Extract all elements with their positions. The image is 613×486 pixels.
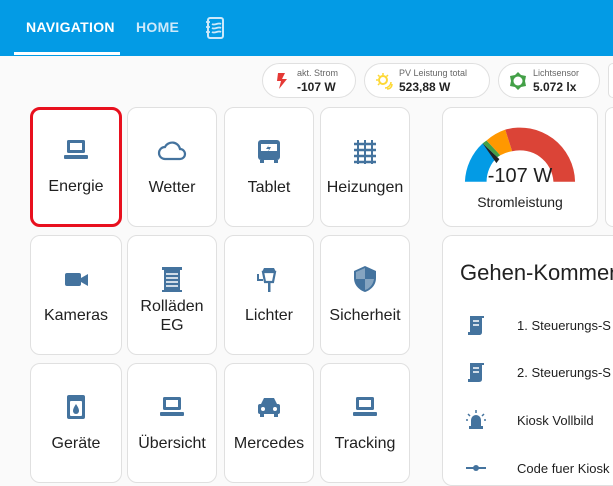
entity-row[interactable]: 1. Steuerungs-S — [465, 314, 613, 338]
nav-button-label: Energie — [48, 178, 104, 195]
chip-pv-leistung[interactable]: PV Leistung total 523,88 W — [364, 63, 490, 98]
nav-button-label: Tablet — [247, 179, 291, 196]
next-card[interactable] — [605, 107, 613, 227]
gauge-card[interactable]: -107 W Stromleistung — [442, 107, 598, 227]
chip-lichtsensor[interactable]: Lichtsensor 5.072 lx — [498, 63, 600, 98]
tab-home[interactable]: HOME — [136, 19, 180, 35]
brightness-icon — [510, 72, 526, 90]
entity-label: Code fuer Kiosk — [517, 461, 610, 476]
tablet-bus-icon — [258, 140, 280, 163]
entity-row[interactable]: 2. Steuerungs-S — [465, 361, 613, 385]
nav-button-energie[interactable]: Energie — [30, 107, 122, 227]
gauge-name: Stromleistung — [477, 194, 563, 210]
nav-button-label: Rolläden EG — [140, 298, 204, 334]
top-app-bar: NAVIGATION HOME — [0, 0, 613, 56]
laptop-icon — [353, 397, 377, 416]
gauge-value: -107 W — [487, 165, 553, 187]
entity-label: Kiosk Vollbild — [517, 413, 594, 428]
laptop-icon — [160, 397, 184, 416]
window-shutter-icon — [162, 267, 182, 292]
nav-button-label: Lichter — [244, 307, 294, 324]
gauge-segment-red — [505, 127, 576, 182]
chip-label: akt. Strom — [297, 68, 339, 78]
nav-button-geräte[interactable]: Geräte — [30, 363, 122, 483]
solar-power-icon — [376, 73, 393, 90]
entity-label: 2. Steuerungs-S — [517, 365, 611, 380]
alarm-light-icon — [466, 410, 486, 429]
nav-button-tablet[interactable]: Tablet — [224, 107, 314, 227]
laptop-icon — [64, 140, 88, 159]
nav-button-kameras[interactable]: Kameras — [30, 235, 122, 355]
script-icon — [468, 316, 484, 335]
gauge-segment-orange — [486, 129, 513, 156]
notebook-icon[interactable] — [204, 16, 226, 40]
entities-card: Gehen-Kommen 1. Steuerungs-S 2. Steuerun… — [442, 235, 613, 486]
chip-label: Lichtsensor — [533, 68, 580, 78]
nav-button-label: Geräte — [51, 435, 101, 452]
chip-value: 5.072 lx — [533, 80, 577, 94]
nav-button-label: Sicherheit — [329, 307, 401, 324]
outdoor-lamp-icon — [257, 268, 277, 292]
nav-button-wetter[interactable]: Wetter — [127, 107, 217, 227]
entity-row[interactable]: Code fuer Kiosk — [465, 457, 613, 481]
entity-label: 1. Steuerungs-S — [517, 318, 611, 333]
chip-label: PV Leistung total — [399, 68, 468, 78]
flash-icon — [277, 73, 287, 89]
chip-value: -107 W — [297, 80, 336, 94]
nav-button-heizungen[interactable]: Heizungen — [320, 107, 410, 227]
nav-button-übersicht[interactable]: Übersicht — [127, 363, 217, 483]
chip-value: 523,88 W — [399, 80, 451, 94]
nav-button-label: Übersicht — [138, 435, 206, 452]
card-title: Gehen-Kommen — [460, 260, 613, 285]
nav-button-lichter[interactable]: Lichter — [224, 235, 314, 355]
slider-icon — [466, 465, 486, 471]
nav-button-label: Wetter — [148, 179, 196, 196]
radiator-icon — [354, 140, 376, 164]
nav-button-label: Heizungen — [326, 179, 404, 196]
washing-machine-icon — [67, 395, 85, 419]
tab-navigation[interactable]: NAVIGATION — [26, 19, 115, 35]
nav-button-label: Tracking — [334, 435, 396, 452]
nav-button-label: Kameras — [43, 307, 109, 324]
nav-button-label: Mercedes — [233, 435, 305, 452]
active-tab-indicator — [14, 52, 120, 55]
gauge-segment-green — [482, 140, 501, 158]
nav-button-tracking[interactable]: Tracking — [320, 363, 410, 483]
shield-icon — [354, 266, 376, 292]
chip-more[interactable] — [608, 63, 613, 98]
nav-button-mercedes[interactable]: Mercedes — [224, 363, 314, 483]
gauge — [464, 127, 576, 182]
cloud-icon — [157, 141, 187, 161]
gauge-segment-blue — [464, 143, 498, 182]
entity-row[interactable]: Kiosk Vollbild — [465, 409, 613, 433]
video-camera-icon — [65, 273, 88, 286]
nav-button-sicherheit[interactable]: Sicherheit — [320, 235, 410, 355]
car-icon — [258, 398, 280, 417]
nav-button-rolläden-eg[interactable]: Rolläden EG — [127, 235, 217, 355]
chip-akt-strom[interactable]: akt. Strom -107 W — [262, 63, 356, 98]
script-icon — [468, 363, 484, 382]
gauge-needle — [482, 143, 500, 164]
